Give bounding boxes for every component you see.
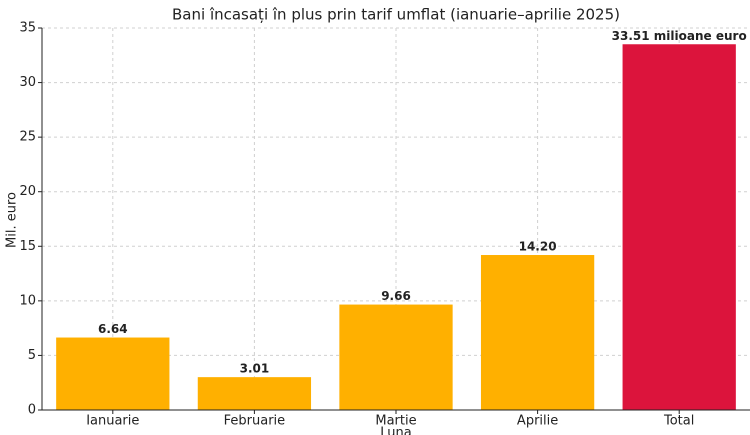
y-tick-label: 10 xyxy=(19,293,36,308)
y-tick-label: 20 xyxy=(19,184,36,199)
bar xyxy=(339,304,453,410)
y-tick-label: 15 xyxy=(19,239,36,254)
x-tick-label: Total xyxy=(663,414,694,429)
data-label: 14.20 xyxy=(519,240,557,254)
y-tick-label: 30 xyxy=(19,75,36,90)
y-tick-label: 0 xyxy=(28,403,36,418)
x-tick-label: Februarie xyxy=(224,414,286,429)
bar xyxy=(56,337,170,410)
bar xyxy=(197,377,312,410)
data-label: 9.66 xyxy=(381,289,411,303)
bar xyxy=(622,44,736,410)
chart-title: Bani încasați în plus prin tarif umflat … xyxy=(172,6,620,24)
y-tick-label: 35 xyxy=(19,21,36,36)
x-axis-label: Luna xyxy=(380,426,411,435)
data-label: 3.01 xyxy=(240,362,270,376)
x-tick-label: Ianuarie xyxy=(86,414,139,429)
bar xyxy=(480,255,595,410)
y-axis-label: Mil. euro xyxy=(5,192,20,248)
x-tick-label: Aprilie xyxy=(517,414,558,429)
data-label: 6.64 xyxy=(98,322,128,336)
data-label: 33.51 milioane euro xyxy=(612,29,747,43)
y-tick-label: 25 xyxy=(19,130,36,145)
y-tick-label: 5 xyxy=(28,348,36,363)
x-tick-label: Martie xyxy=(375,414,416,429)
